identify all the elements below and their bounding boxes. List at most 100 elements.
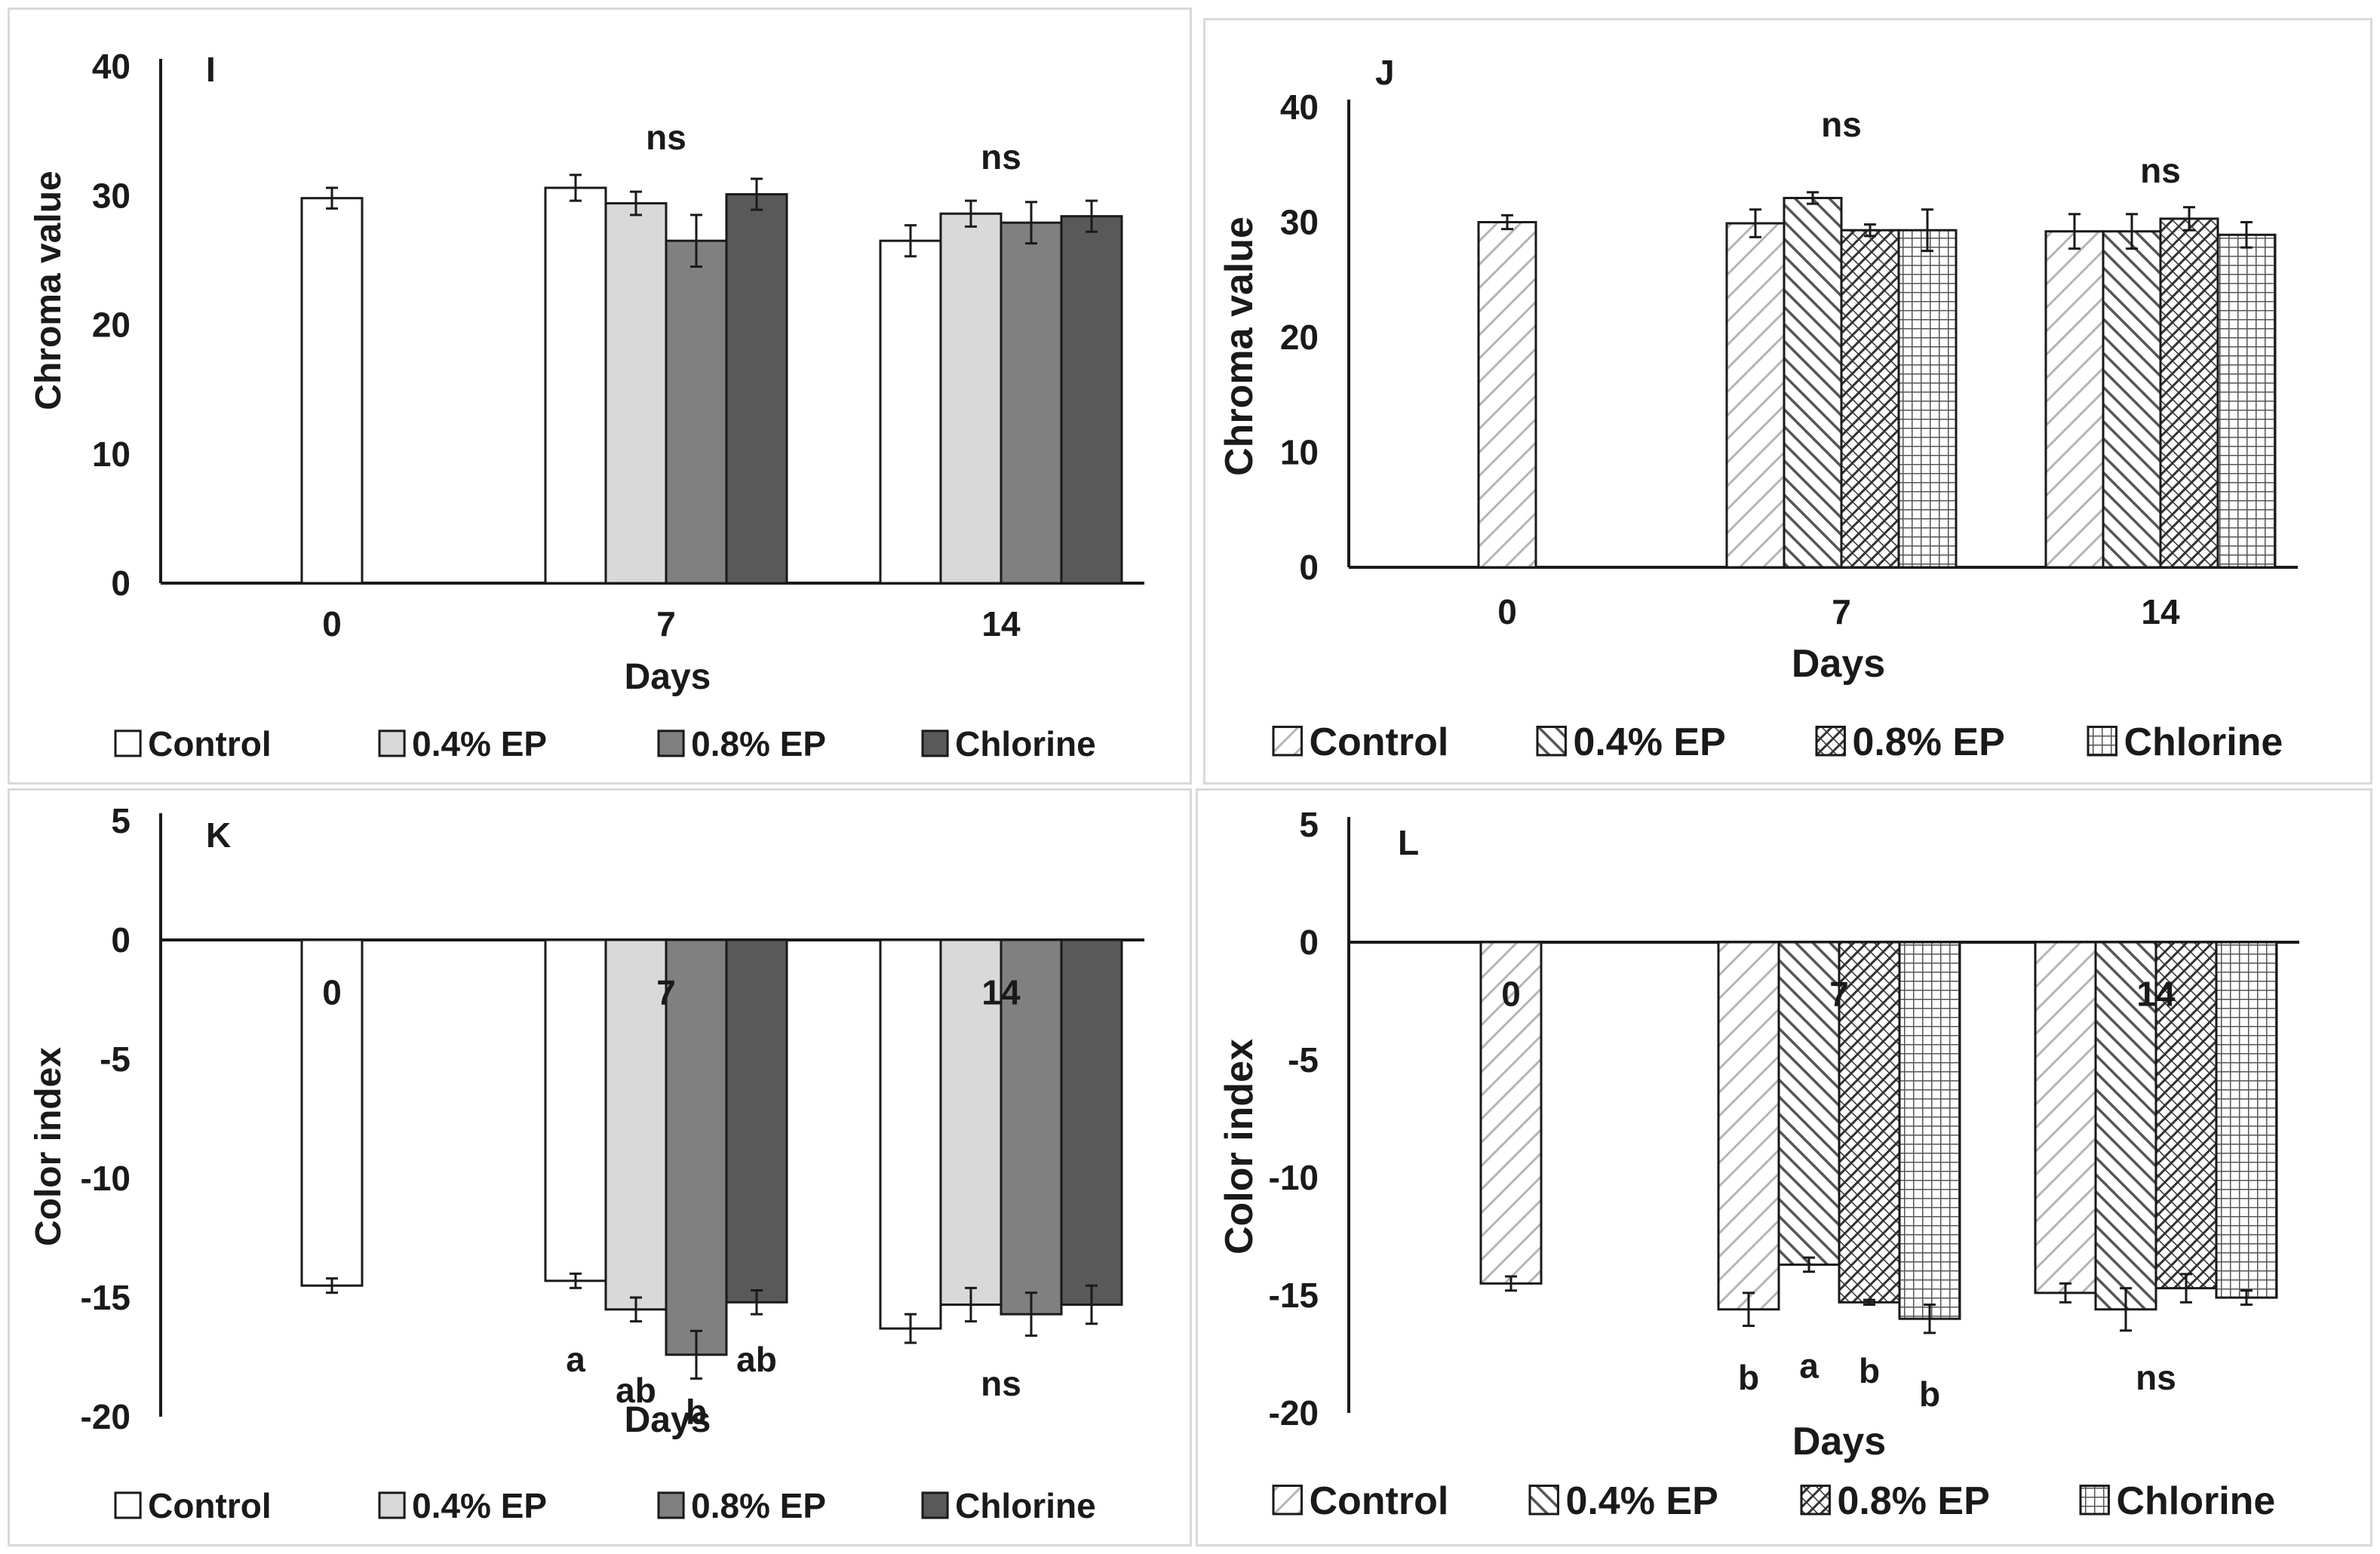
significance-label: ns [981,1364,1021,1403]
chart-panel-k: 5 0 -5 -10 -15 -20 Color index K 0 7 14 a ab b ab ns Day… [8,788,1192,1546]
y-tick-label: 0 [111,920,131,960]
bar-control [2034,941,2097,1294]
bar-control [2044,230,2105,569]
legend-label: Chlorine [955,724,1096,763]
legend-label: Chlorine [2116,1479,2275,1523]
x-axis-title: Days [625,1400,711,1440]
bar-chlorine [1060,938,1123,1306]
legend-label: 0.4% EP [1565,1479,1718,1523]
x-tick-label: 14 [981,973,1021,1012]
legend-label: 0.4% EP [1573,720,1725,764]
x-tick-label: 14 [2141,592,2180,631]
legend-swatch [378,1491,406,1519]
bar-0-4-ep [2102,230,2162,569]
y-tick-label: -20 [81,1397,131,1436]
significance-label: b [1738,1358,1759,1397]
x-tick-label: 7 [1832,592,1851,631]
bar-control [879,938,942,1330]
significance-label: ns [2140,151,2181,190]
y-tick-label: 20 [92,306,131,345]
bar-control [879,239,942,585]
bar-0-8-ep [665,938,728,1356]
x-tick-label: 7 [1829,975,1849,1014]
significance-label: a [566,1340,585,1379]
legend-swatch [1800,1485,1831,1516]
x-axis-title: Days [1792,642,1885,686]
legend-swatch [1528,1485,1559,1516]
chart-i-svg: 0 10 20 30 40 Chroma value I 0 7 14 ns ns Days Contro… [29,47,1144,763]
legend-swatch [2079,1485,2110,1516]
bar-chlorine [1898,941,1961,1320]
y-tick-label: 0 [111,564,131,603]
y-tick-label: 20 [1280,318,1319,357]
bar-0-4-ep [939,212,1003,585]
y-tick-label: 30 [1280,203,1319,242]
x-tick-label: 14 [981,604,1021,643]
significance-label: ns [981,137,1021,177]
bar-0-4-ep [1777,941,1841,1266]
legend-label: Control [1309,1479,1448,1523]
y-tick-label: -5 [100,1040,131,1079]
significance-label: b [686,1393,707,1432]
bar-control [1477,221,1537,569]
bar-0-8-ep [665,239,728,585]
legend-swatch [378,729,406,757]
bar-0-4-ep [2094,941,2157,1311]
significance-label: b [1919,1374,1940,1414]
bar-control [544,938,607,1282]
legend-swatch [1815,726,1846,757]
y-axis-title: Chroma value [29,170,69,410]
bar-control [1479,941,1543,1285]
y-tick-label: 10 [1280,433,1319,472]
bar-0-8-ep [1840,229,1900,569]
y-tick-label: -10 [81,1159,131,1198]
panel-label: I [206,50,216,89]
legend-label: Control [148,1486,272,1525]
x-tick-label: 0 [322,604,342,643]
y-tick-label: 0 [1299,548,1319,587]
significance-label: ns [2136,1358,2176,1397]
legend-label: 0.4% EP [412,724,547,763]
legend-swatch [114,729,142,757]
legend-swatch [921,1491,949,1519]
x-tick-label: 0 [1497,592,1517,631]
x-tick-label: 0 [322,973,342,1012]
significance-label: ns [1821,105,1862,144]
legend-label: Control [1309,720,1448,764]
bar-0-8-ep [1000,938,1063,1316]
bar-0-4-ep [604,202,668,585]
chart-j-svg: 0 10 20 30 40 Chroma value J 0 7 14 ns ns Days Contro… [1218,53,2298,764]
significance-label: ab [736,1340,777,1379]
legend-label: Chlorine [955,1486,1096,1525]
bar-0-4-ep [1783,196,1843,569]
y-tick-label: -10 [1269,1158,1319,1197]
bar-chlorine [725,193,788,585]
y-axis-title: Chroma value [1218,217,1261,476]
chart-panel-j: 0 10 20 30 40 Chroma value J 0 7 14 ns ns Days Contro… [1203,18,2372,785]
y-tick-label: -15 [1269,1276,1319,1315]
y-axis-title: Color index [29,1047,69,1246]
bar-control [300,197,364,585]
bar-chlorine [725,938,788,1304]
bar-control [544,186,607,585]
x-tick-label: 14 [2136,975,2176,1014]
significance-label: a [1799,1347,1819,1386]
bar-0-8-ep [1000,221,1063,585]
legend-label: 0.8% EP [1852,720,2004,764]
bar-control [1717,941,1780,1311]
bar-control [1725,222,1786,569]
legend-label: 0.4% EP [412,1486,547,1525]
y-tick-label: 5 [1299,805,1319,844]
x-tick-label: 0 [1501,975,1521,1014]
legend-swatch [657,729,685,757]
x-tick-label: 7 [656,973,676,1012]
y-tick-label: -5 [1288,1040,1319,1080]
panel-label: J [1375,53,1395,92]
x-axis-title: Days [625,657,711,697]
x-axis-title: Days [1792,1420,1886,1463]
bar-chlorine [1897,229,1958,569]
legend-label: Control [148,724,272,763]
y-tick-label: 0 [1299,923,1319,962]
